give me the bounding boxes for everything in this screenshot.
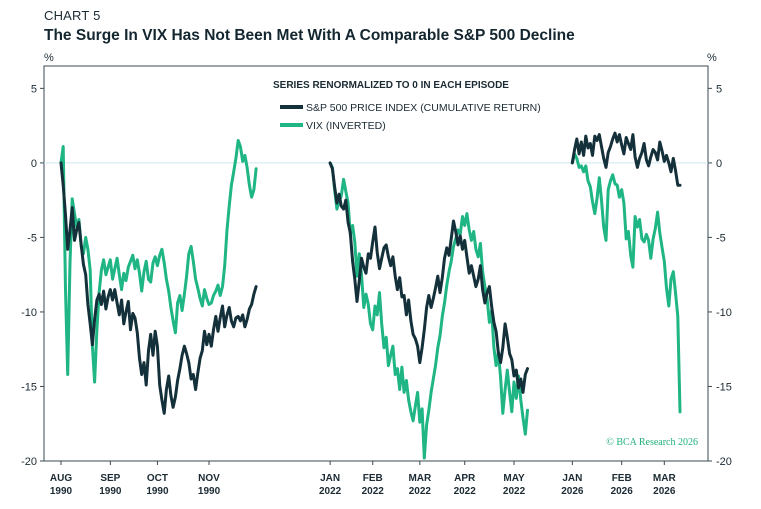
vix-line-episode-2 <box>328 161 529 460</box>
legend-label-sp500: S&P 500 PRICE INDEX (CUMULATIVE RETURN) <box>306 102 541 114</box>
legend: SERIES RENORMALIZED TO 0 IN EACH EPISODE… <box>273 80 541 132</box>
y-tick-label-right: -20 <box>716 456 732 468</box>
y-tick-label-left: -10 <box>21 307 37 319</box>
plot-area-frame <box>43 65 709 462</box>
x-tick-year: 1990 <box>50 486 73 497</box>
y-tick-label-right: -10 <box>716 307 732 319</box>
x-tick-month: NOV <box>198 473 220 484</box>
y-tick-label-left: 5 <box>31 83 37 95</box>
x-tick-month: SEP <box>100 473 120 484</box>
y-tick-label-right: -15 <box>716 381 732 393</box>
x-tick-year: 1990 <box>198 486 221 497</box>
x-tick-month: MAR <box>408 473 432 484</box>
source-credit: © BCA Research 2026 <box>606 437 698 448</box>
x-tick-month: JAN <box>562 473 582 484</box>
sp500-line-episode-1 <box>59 161 258 415</box>
y-tick-label-left: -15 <box>21 381 37 393</box>
y-tick-label-left: -5 <box>27 232 37 244</box>
x-tick-month: MAR <box>653 473 677 484</box>
x-tick-year: 2026 <box>611 486 634 497</box>
x-tick-month: OCT <box>147 473 168 484</box>
sp500-line-episode-3 <box>570 131 682 187</box>
x-axis: AUG 1990 SEP 1990 OCT 1990 NOV 1990 JAN 2022 FEB 20… <box>50 461 677 497</box>
x-tick-month: AUG <box>50 473 72 484</box>
x-tick-year: 2026 <box>653 486 676 497</box>
x-tick-month: JAN <box>320 473 340 484</box>
x-tick-year: 2022 <box>362 486 385 497</box>
y-tick-label-right: 5 <box>716 83 722 95</box>
vix-line-episode-1 <box>59 139 258 384</box>
y-tick-label-right: -5 <box>716 232 726 244</box>
x-tick-month: FEB <box>612 473 632 484</box>
x-tick-year: 2022 <box>319 486 342 497</box>
x-tick-year: 2022 <box>454 486 477 497</box>
x-tick-month: FEB <box>363 473 383 484</box>
y-axis-unit-right: % <box>707 52 717 64</box>
legend-title: SERIES RENORMALIZED TO 0 IN EACH EPISODE <box>273 80 509 91</box>
y-tick-label-right: 0 <box>716 158 722 170</box>
x-tick-year: 2022 <box>503 486 526 497</box>
x-tick-year: 2026 <box>561 486 584 497</box>
y-tick-label-left: 0 <box>31 158 37 170</box>
vix-line-episode-3 <box>570 152 682 414</box>
x-tick-year: 1990 <box>146 486 169 497</box>
chart-title: The Surge In VIX Has Not Been Met With A… <box>44 27 575 44</box>
chart-label: CHART 5 <box>44 8 101 23</box>
legend-label-vix: VIX (INVERTED) <box>306 120 386 132</box>
sp500-line-episode-2 <box>328 161 529 394</box>
y-axis-unit-left: % <box>44 52 54 64</box>
series-lines <box>59 131 682 460</box>
x-tick-month: MAY <box>503 473 525 484</box>
x-tick-year: 1990 <box>99 486 122 497</box>
y-axis-right: 5 0 -5 -10 -15 -20 <box>708 83 732 468</box>
x-tick-month: APR <box>454 473 476 484</box>
y-axis-left: 5 0 -5 -10 -15 -20 <box>21 83 44 468</box>
y-tick-label-left: -20 <box>21 456 37 468</box>
x-tick-year: 2022 <box>409 486 432 497</box>
